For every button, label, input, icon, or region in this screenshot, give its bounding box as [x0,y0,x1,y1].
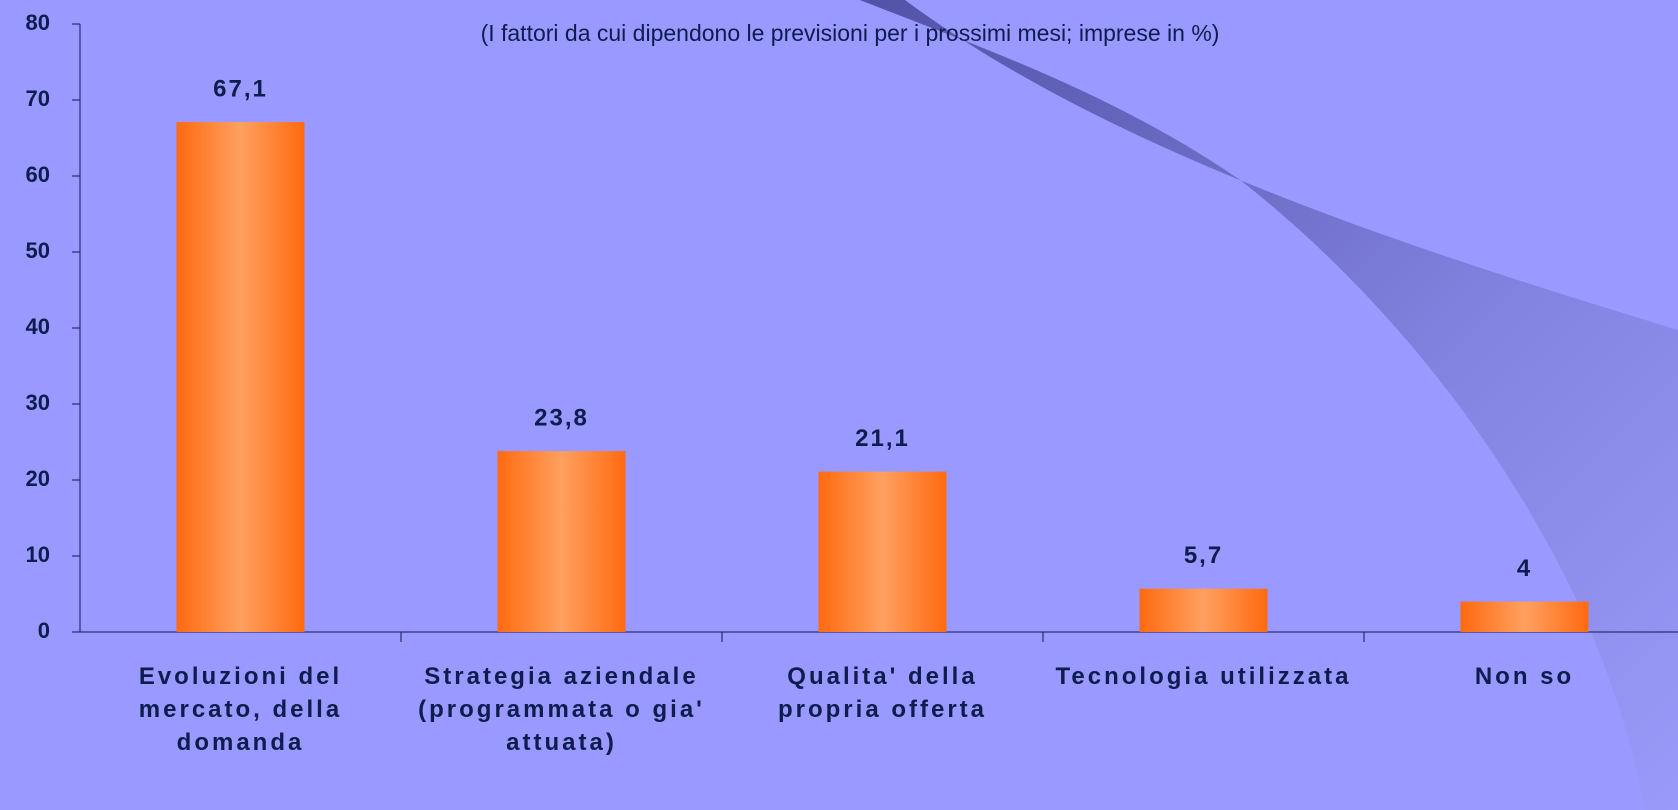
y-tick-label: 80 [26,10,50,35]
x-tick-label: Non so [1375,660,1675,693]
value-label: 21,1 [855,425,910,452]
bar [819,472,947,632]
y-tick-label: 0 [38,618,50,643]
value-label: 4 [1517,555,1532,582]
chart-title: (I fattori da cui dipendono le prevision… [481,20,1220,46]
x-tick-label: Tecnologia utilizzata [1054,660,1354,693]
y-tick-label: 60 [26,162,50,187]
bar [1461,602,1589,632]
y-tick-label: 30 [26,390,50,415]
y-tick-label: 70 [26,86,50,111]
x-tick-label: Qualita' della propria offerta [733,660,1033,726]
value-label: 67,1 [213,75,268,102]
y-tick-label: 50 [26,238,50,263]
x-tick-label: Strategia aziendale (programmata o gia' … [412,660,712,759]
bar [1140,589,1268,632]
page: (I fattori da cui dipendono le prevision… [0,0,1678,810]
y-tick-label: 10 [26,542,50,567]
value-label: 23,8 [534,404,589,431]
value-label: 5,7 [1184,542,1223,569]
x-tick-label: Evoluzioni del mercato, della domanda [91,660,391,759]
bar [177,122,305,632]
bar [498,451,626,632]
y-tick-label: 20 [26,466,50,491]
y-tick-label: 40 [26,314,50,339]
